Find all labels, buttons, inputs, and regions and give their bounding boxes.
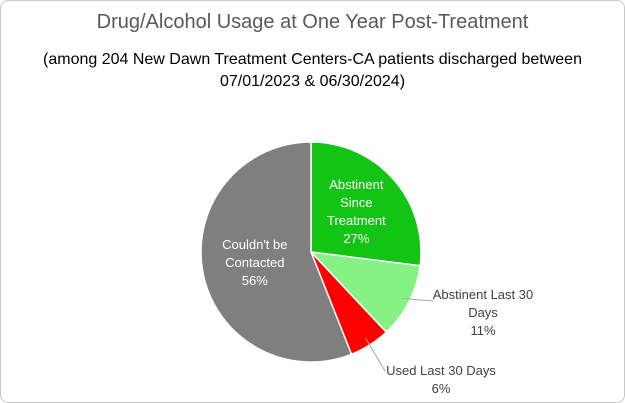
data-label: Used Last 30 Days 6%: [376, 362, 506, 398]
leader-line: [365, 338, 386, 372]
data-label: Abstinent Since Treatment 27%: [311, 176, 401, 248]
category-label: Couldn't be Contacted: [222, 236, 288, 270]
pie-slice: [200, 141, 353, 363]
chart-title: Drug/Alcohol Usage at One Year Post-Trea…: [96, 11, 529, 33]
leader-line: [402, 297, 434, 302]
category-label: Abstinent Since Treatment: [326, 176, 386, 228]
data-label: Abstinent Last 30 Days 11%: [423, 286, 543, 340]
pie-slice: [310, 141, 422, 267]
chart-subtitle: (among 204 New Dawn Treatment Centers-CA…: [43, 51, 582, 90]
data-label: Couldn't be Contacted 56%: [210, 236, 300, 290]
category-label: Abstinent Last 30 Days: [432, 287, 534, 320]
category-label: Used Last 30 Days: [386, 363, 496, 378]
pie-slice: [309, 250, 421, 334]
value-label: 56%: [241, 272, 268, 288]
value-label: 6%: [431, 381, 451, 396]
value-label: 27%: [343, 230, 370, 246]
value-label: 11%: [470, 323, 496, 338]
